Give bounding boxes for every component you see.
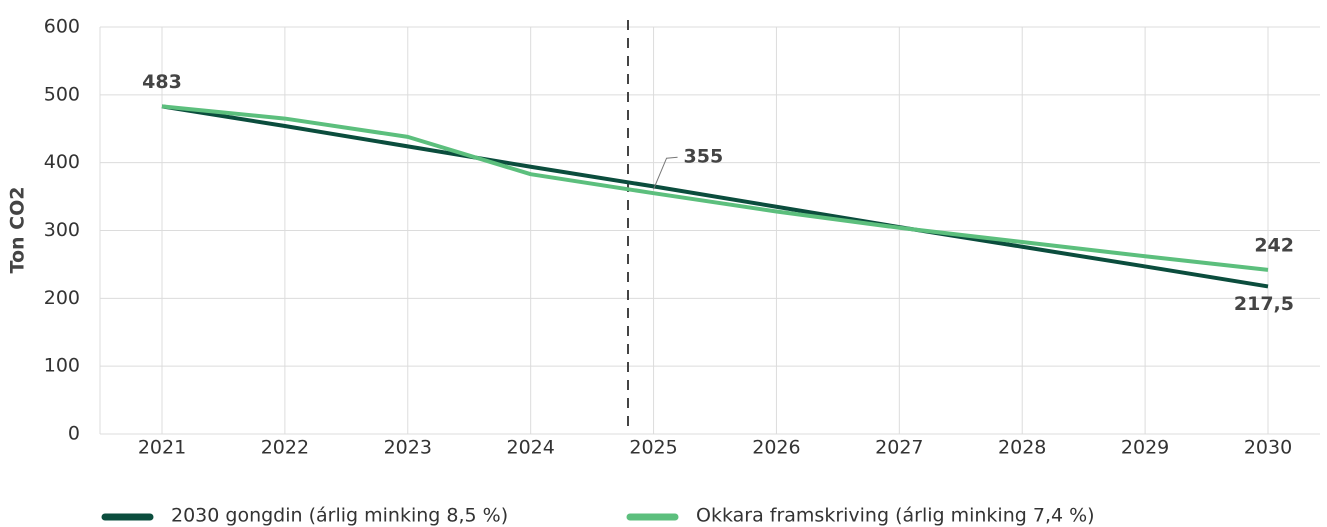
- data-label: 483: [142, 71, 182, 93]
- legend-label: 2030 gongdin (árlig minking 8,5 %): [171, 505, 508, 527]
- leader-line: [653, 156, 678, 190]
- data-label: 217,5: [1234, 293, 1294, 315]
- y-tick-label: 200: [44, 287, 80, 309]
- x-tick-label: 2025: [629, 437, 677, 459]
- x-tick-label: 2024: [506, 437, 554, 459]
- x-tick-label: 2021: [138, 437, 186, 459]
- series-line: [161, 104, 1269, 272]
- y-tick-label: 0: [68, 423, 80, 445]
- x-tick-label: 2023: [384, 437, 432, 459]
- legend-label: Okkara framskriving (árlig minking 7,4 %…: [696, 505, 1095, 527]
- y-tick-label: 400: [44, 151, 80, 173]
- y-tick-label: 300: [44, 219, 80, 241]
- data-label: 355: [684, 146, 724, 168]
- series-line: [161, 104, 1269, 289]
- x-tick-label: 2026: [752, 437, 800, 459]
- y-tick-label: 100: [44, 355, 80, 377]
- x-tick-label: 2029: [1121, 437, 1169, 459]
- x-tick-label: 2022: [261, 437, 309, 459]
- y-axis-label: Ton CO2: [7, 187, 29, 274]
- x-tick-label: 2030: [1244, 437, 1292, 459]
- x-tick-label: 2027: [875, 437, 923, 459]
- y-tick-label: 500: [44, 83, 80, 105]
- x-tick-label: 2028: [998, 437, 1046, 459]
- data-label: 242: [1254, 234, 1294, 256]
- grid: [99, 26, 1320, 435]
- y-tick-label: 600: [44, 16, 80, 38]
